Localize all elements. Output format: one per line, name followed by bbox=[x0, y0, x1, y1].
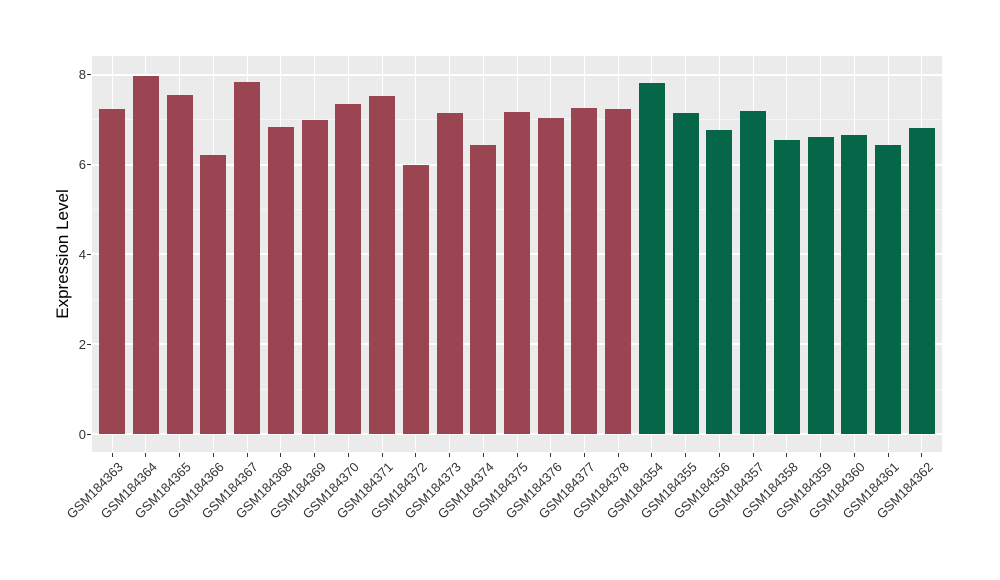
x-tick-mark bbox=[583, 453, 585, 457]
bar-GSM184365 bbox=[166, 94, 193, 435]
bar-GSM184367 bbox=[234, 82, 261, 435]
bar-GSM184370 bbox=[335, 104, 362, 435]
y-tick-label: 0 bbox=[78, 426, 86, 442]
x-tick-mark bbox=[415, 453, 417, 457]
x-tick-mark bbox=[482, 453, 484, 457]
bar-GSM184377 bbox=[571, 108, 598, 435]
x-tick-mark bbox=[617, 453, 619, 457]
x-tick-mark bbox=[752, 453, 754, 457]
y-tick-label: 4 bbox=[78, 246, 86, 262]
bar-GSM184357 bbox=[740, 111, 767, 435]
bar-GSM184371 bbox=[369, 95, 396, 435]
bar-GSM184355 bbox=[672, 113, 699, 435]
x-tick-mark bbox=[314, 453, 316, 457]
gridline-major bbox=[92, 73, 942, 76]
x-tick-mark bbox=[516, 453, 518, 457]
x-tick-mark bbox=[786, 453, 788, 457]
y-tick-mark bbox=[87, 433, 91, 435]
x-tick-mark bbox=[651, 453, 653, 457]
bar-GSM184358 bbox=[773, 140, 800, 435]
bar-GSM184375 bbox=[504, 112, 530, 435]
x-tick-mark bbox=[921, 453, 923, 457]
y-tick-label: 6 bbox=[78, 157, 86, 173]
bar-GSM184378 bbox=[605, 108, 632, 435]
x-tick-mark bbox=[449, 453, 451, 457]
x-tick-mark bbox=[179, 453, 181, 457]
x-tick-mark bbox=[820, 453, 822, 457]
y-tick-mark bbox=[87, 343, 91, 345]
y-tick-label: 8 bbox=[78, 67, 86, 83]
y-tick-label: 2 bbox=[78, 336, 86, 352]
x-tick-mark bbox=[887, 453, 889, 457]
x-tick-mark bbox=[145, 453, 147, 457]
x-tick-mark bbox=[212, 453, 214, 457]
y-tick-mark bbox=[87, 164, 91, 166]
x-tick-mark bbox=[685, 453, 687, 457]
gridline-major bbox=[92, 433, 942, 436]
plot-panel bbox=[92, 56, 942, 452]
x-tick-mark bbox=[246, 453, 248, 457]
bar-GSM184364 bbox=[132, 75, 159, 435]
bar-GSM184361 bbox=[875, 145, 902, 435]
bar-GSM184354 bbox=[638, 83, 665, 435]
x-tick-mark bbox=[381, 453, 383, 457]
bar-GSM184359 bbox=[807, 136, 834, 435]
y-tick-mark bbox=[87, 253, 91, 255]
bar-GSM184362 bbox=[908, 128, 935, 435]
bar-GSM184373 bbox=[436, 113, 463, 435]
bar-GSM184372 bbox=[402, 165, 429, 435]
x-tick-mark bbox=[718, 453, 720, 457]
bar-GSM184369 bbox=[301, 119, 328, 435]
x-tick-mark bbox=[853, 453, 855, 457]
bar-GSM184376 bbox=[537, 117, 564, 435]
bar-GSM184363 bbox=[99, 108, 126, 435]
bar-GSM184366 bbox=[200, 155, 227, 435]
x-tick-mark bbox=[347, 453, 349, 457]
x-tick-mark bbox=[111, 453, 113, 457]
x-tick-mark bbox=[280, 453, 282, 457]
bar-GSM184374 bbox=[470, 144, 497, 435]
y-tick-mark bbox=[87, 74, 91, 76]
bar-GSM184360 bbox=[841, 134, 868, 435]
x-tick-mark bbox=[550, 453, 552, 457]
bar-GSM184368 bbox=[267, 127, 294, 435]
bar-GSM184356 bbox=[706, 129, 733, 435]
